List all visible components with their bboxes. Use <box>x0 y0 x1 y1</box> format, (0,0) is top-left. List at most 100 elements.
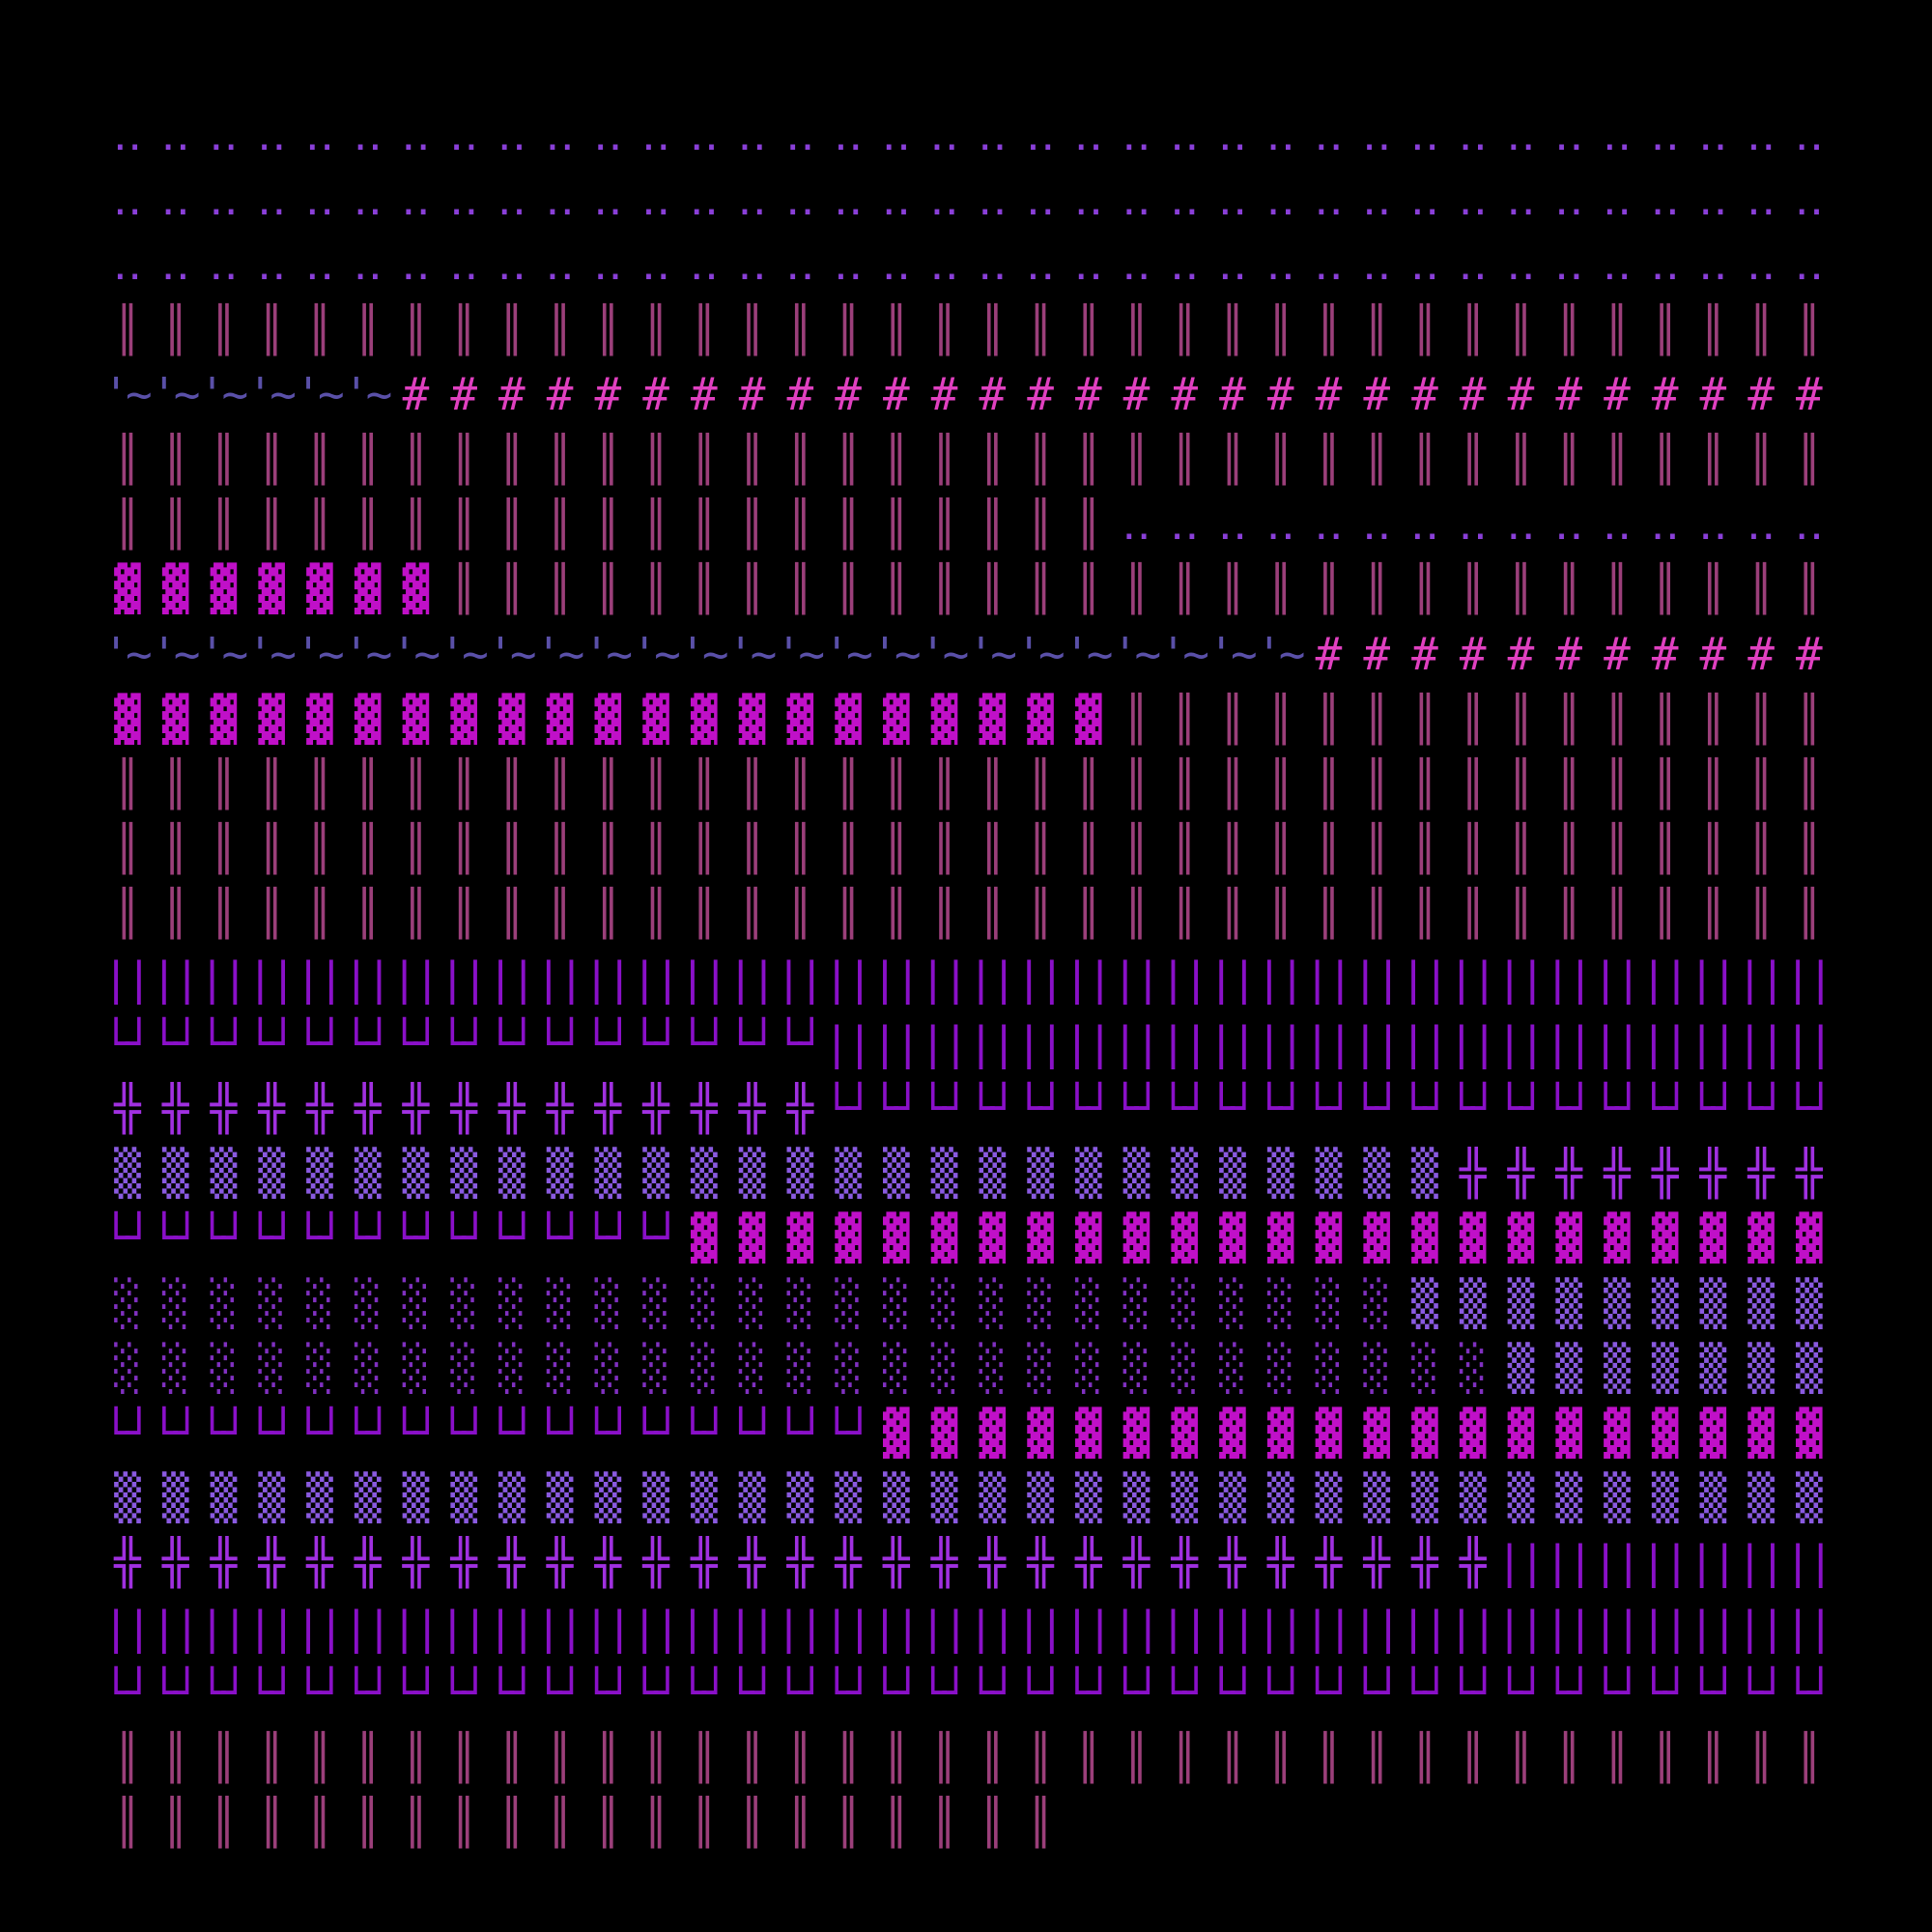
glyph: '~ <box>198 627 248 680</box>
glyph: ║ <box>1411 887 1438 940</box>
glyph: ▓ <box>354 562 382 615</box>
glyph: └┘ <box>439 1406 488 1459</box>
glyph: '~ <box>390 627 440 680</box>
glyph: ▒ <box>594 1147 622 1200</box>
glyph: ║ <box>1171 757 1198 810</box>
glyph: ╬ <box>114 1082 141 1134</box>
glyph: || <box>823 952 872 1005</box>
glyph: ║ <box>882 822 910 875</box>
glyph: ║ <box>210 887 238 940</box>
glyph: ║ <box>258 302 285 355</box>
glyph: └┘ <box>342 1211 392 1264</box>
glyph: ▓ <box>1796 1211 1823 1264</box>
glyph: ║ <box>930 887 958 940</box>
glyph: ╬ <box>1699 1147 1727 1200</box>
glyph: || <box>1303 1016 1353 1069</box>
glyph: └┘ <box>1592 1665 1641 1719</box>
glyph: ║ <box>882 887 910 940</box>
glyph: ║ <box>835 757 862 810</box>
glyph: ║ <box>642 757 669 810</box>
glyph: ║ <box>1074 1731 1102 1783</box>
glyph: ║ <box>930 302 958 355</box>
glyph: || <box>775 1601 825 1654</box>
glyph: ▓ <box>786 1211 814 1264</box>
glyph: └┘ <box>151 1211 200 1264</box>
glyph: ▒ <box>161 1471 189 1524</box>
glyph: ╬ <box>1459 1147 1487 1200</box>
glyph: ║ <box>594 757 622 810</box>
glyph: ║ <box>114 497 141 551</box>
glyph: ▒ <box>1459 1276 1487 1329</box>
glyph: || <box>679 1601 728 1654</box>
glyph: ▓ <box>114 692 141 745</box>
glyph: ▒ <box>738 1471 766 1524</box>
glyph: └┘ <box>1064 1665 1113 1719</box>
glyph: # <box>1315 367 1343 420</box>
glyph: ║ <box>738 302 766 355</box>
glyph-row: ‥ ‥ ‥ ‥ ‥ ‥ ‥ ‥ ‥ ‥ ‥ ‥ ‥ ‥ ‥ ‥ ‥ ‥ ‥ ‥ ‥ ‥ ‥ ‥ ‥ ‥ ‥ ‥ ‥ ‥ ‥ ‥ ‥ ‥ ‥ ‥ <box>101 231 1835 297</box>
glyph: ║ <box>450 822 477 875</box>
glyph: ║ <box>498 562 526 615</box>
glyph: ‥ <box>1698 108 1728 160</box>
glyph: '~ <box>342 367 392 420</box>
glyph: ║ <box>546 302 574 355</box>
glyph: ░ <box>1219 1341 1246 1394</box>
glyph: ╬ <box>402 1082 430 1134</box>
glyph: ║ <box>546 562 574 615</box>
glyph: ║ <box>1411 562 1438 615</box>
glyph: ▒ <box>210 1147 238 1200</box>
glyph: || <box>919 1601 969 1654</box>
glyph: ║ <box>1266 1731 1294 1783</box>
glyph: || <box>1208 1016 1257 1069</box>
glyph: └┘ <box>295 1211 344 1264</box>
glyph: ▒ <box>835 1471 862 1524</box>
glyph: ║ <box>210 822 238 875</box>
glyph-row: ░ ░ ░ ░ ░ ░ ░ ░ ░ ░ ░ ░ ░ ░ ░ ░ ░ ░ ░ ░ ░ ░ ░ ░ ░ ░ ░ ░ ░ ▒ ▒ ▒ ▒ ▒ ▒ ▒ <box>101 1335 1835 1401</box>
glyph: || <box>823 1601 872 1654</box>
glyph: ▒ <box>402 1147 430 1200</box>
glyph: ░ <box>1363 1276 1390 1329</box>
glyph-row: └┘ └┘ └┘ └┘ └┘ └┘ └┘ └┘ └┘ └┘ └┘ └┘ ▓ ▓ ▓ ▓ ▓ ▓ ▓ ▓ ▓ ▓ ▓ ▓ ▓ ▓ ▓ ▓… <box>101 1205 1835 1270</box>
glyph: ▓ <box>738 1211 766 1264</box>
glyph: ║ <box>546 433 574 485</box>
glyph: # <box>1411 627 1438 680</box>
glyph: └┘ <box>1495 1665 1546 1719</box>
glyph: ░ <box>450 1276 477 1329</box>
glyph: || <box>198 952 248 1005</box>
glyph: ▒ <box>1171 1147 1198 1200</box>
glyph-row: ║ ║ ║ ║ ║ ║ ║ ║ ║ ║ ║ ║ ║ ║ ║ ║ ║ ║ ║ ║ <box>101 1789 1835 1855</box>
glyph: └┘ <box>487 1016 536 1069</box>
glyph: ║ <box>114 757 141 810</box>
glyph: ║ <box>546 1731 574 1783</box>
glyph: ║ <box>691 822 718 875</box>
glyph: ‥ <box>1746 238 1776 291</box>
glyph: └┘ <box>487 1406 536 1459</box>
glyph: ║ <box>930 497 958 551</box>
glyph: ‥ <box>1025 238 1056 291</box>
glyph: || <box>1544 1016 1593 1069</box>
glyph: └┘ <box>198 1406 248 1459</box>
glyph: └┘ <box>871 1665 921 1719</box>
glyph: # <box>1171 367 1198 420</box>
glyph: ╬ <box>979 1536 1006 1589</box>
glyph: └┘ <box>151 1016 200 1069</box>
glyph: ║ <box>1604 887 1631 940</box>
glyph: ▒ <box>1074 1471 1102 1524</box>
glyph: || <box>1208 1601 1257 1654</box>
glyph: ▒ <box>1796 1276 1823 1329</box>
glyph: || <box>1784 1601 1833 1654</box>
glyph: └┘ <box>631 1211 680 1264</box>
glyph: ║ <box>642 822 669 875</box>
glyph: || <box>487 1601 536 1654</box>
glyph: ░ <box>1122 1276 1151 1329</box>
glyph: ║ <box>738 497 766 551</box>
glyph: ║ <box>114 1796 141 1849</box>
glyph: ▓ <box>1363 1211 1390 1264</box>
glyph: ‥ <box>1746 108 1776 160</box>
glyph: └┘ <box>390 1211 440 1264</box>
glyph: ║ <box>1315 822 1343 875</box>
glyph: # <box>1507 627 1535 680</box>
glyph: ▓ <box>354 692 382 745</box>
glyph: ║ <box>691 1731 718 1783</box>
glyph: ║ <box>1074 562 1102 615</box>
